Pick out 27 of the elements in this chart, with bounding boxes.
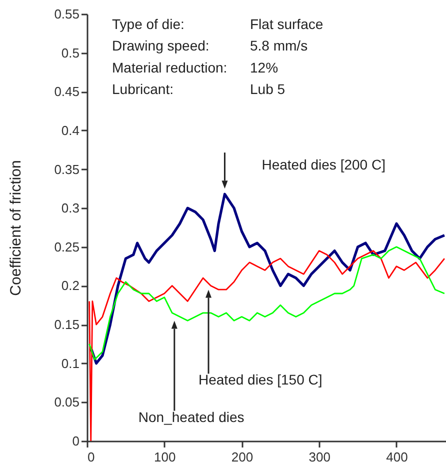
y-tick-label: 0.35 (54, 162, 80, 177)
y-tick-label: 0.2 (61, 278, 80, 294)
text: Lubricant: Lub 5 (112, 81, 286, 98)
y-tick-label: 0.5 (61, 45, 80, 60)
x-tick-label: 0 (88, 450, 95, 464)
x-tick-label: 400 (386, 450, 408, 464)
x-tick-label: 200 (231, 450, 254, 464)
line-series (90, 192, 446, 365)
y-tick-label: 0 (72, 434, 80, 448)
y-tick-label: 0.1 (61, 356, 80, 371)
x-tick-label: 300 (308, 450, 330, 464)
annotation: Heated dies [200 C] (262, 156, 386, 173)
y-tick-label: 0.3 (61, 200, 80, 216)
x-tick-label: 100 (154, 450, 176, 464)
text: Type of die: Flat surface (112, 16, 324, 32)
annotation: Non_heated dies (138, 408, 244, 425)
y-tick-label: 0.05 (54, 394, 80, 410)
text: Drawing speed: 5.8 mm/s (112, 38, 308, 54)
annotation: Heated dies [150 C] (198, 372, 322, 388)
y-tick-label: 0.45 (54, 84, 80, 100)
y-tick-label: 0.25 (54, 239, 80, 254)
y-tick-label: 0.55 (54, 6, 80, 22)
y-tick-label: 0.4 (61, 122, 80, 138)
text: Material reduction: 12% (112, 59, 278, 76)
line-series (88, 246, 446, 360)
y-tick-label: 0.15 (54, 317, 80, 332)
y-axis-title: Coefficient of friction (8, 160, 24, 296)
